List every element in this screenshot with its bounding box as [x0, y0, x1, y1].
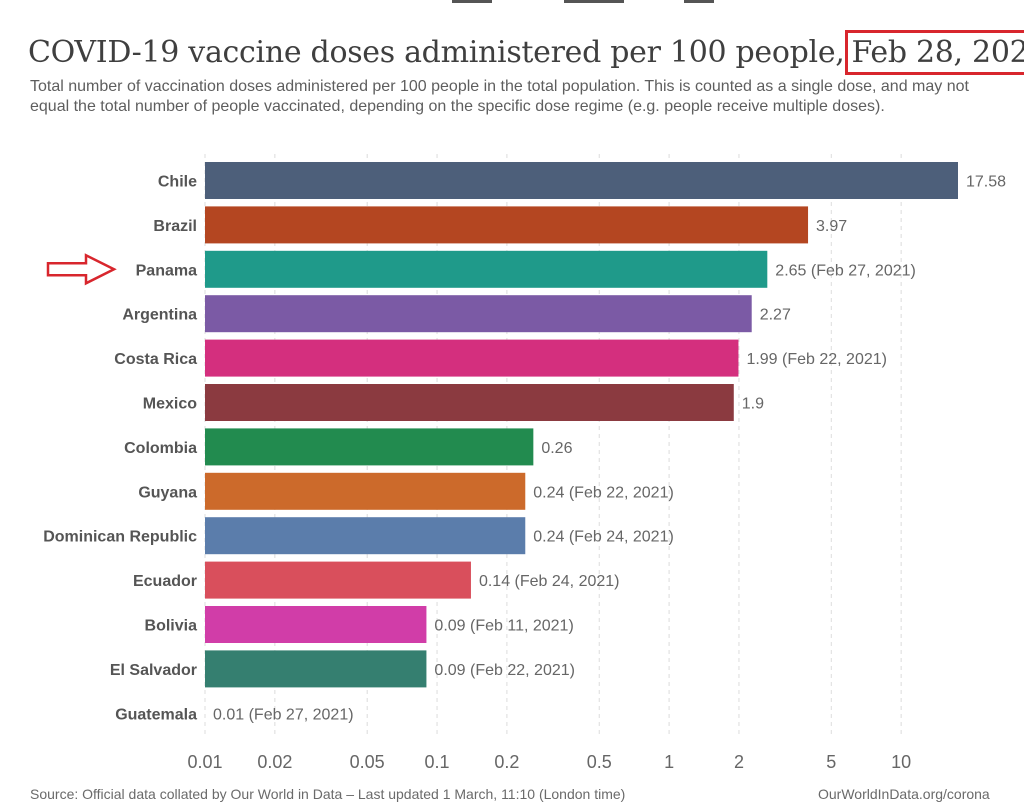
bar-dominican-republic	[205, 517, 526, 555]
category-label: Panama	[136, 262, 197, 279]
bar-chart: Chile 17.58 Brazil 3.97 Panama 2.65 (Feb 27, …	[43, 154, 1006, 772]
x-tick-label: 0.1	[425, 752, 450, 772]
x-tick-label: 5	[826, 752, 836, 772]
bar-el-salvador	[205, 650, 427, 688]
value-label: 1.99 (Feb 22, 2021)	[746, 351, 887, 368]
value-label: 0.24 (Feb 24, 2021)	[533, 529, 674, 546]
category-label: Costa Rica	[114, 351, 197, 368]
bar-colombia	[205, 428, 534, 466]
category-label: Bolivia	[145, 618, 198, 635]
category-label: Mexico	[143, 396, 197, 413]
x-tick-label: 0.05	[350, 752, 385, 772]
bar-brazil	[205, 206, 809, 244]
category-label: Brazil	[153, 218, 197, 235]
x-tick-label: 0.5	[587, 752, 612, 772]
value-label: 0.14 (Feb 24, 2021)	[479, 573, 620, 590]
cropped-header-remnant	[452, 0, 714, 3]
category-label: El Salvador	[110, 662, 197, 679]
bar-bolivia	[205, 606, 427, 643]
bar-costa-rica	[205, 339, 739, 377]
x-tick-label: 1	[664, 752, 674, 772]
source-note: Source: Official data collated by Our Wo…	[30, 786, 626, 802]
x-tick-label: 10	[891, 752, 911, 772]
value-label: 0.24 (Feb 22, 2021)	[533, 484, 674, 501]
value-label: 17.58	[966, 174, 1006, 191]
chart-title-date-highlight: Feb 28, 2021	[844, 30, 1024, 75]
site-credit: OurWorldInData.org/corona	[818, 786, 990, 802]
chart-title-main: COVID-19 vaccine doses administered per …	[28, 35, 845, 70]
bar-mexico	[205, 384, 734, 421]
value-label: 2.65 (Feb 27, 2021)	[775, 262, 916, 279]
x-tick-label: 0.02	[257, 752, 292, 772]
value-label: 0.09 (Feb 22, 2021)	[434, 662, 575, 679]
category-label: Argentina	[122, 307, 197, 324]
x-tick-label: 0.2	[494, 752, 519, 772]
value-label: 0.01 (Feb 27, 2021)	[213, 706, 354, 723]
bar-ecuador	[205, 561, 471, 599]
category-label: Guyana	[138, 484, 197, 501]
bar-chile	[205, 162, 958, 199]
x-tick-label: 2	[734, 752, 744, 772]
chart-title: COVID-19 vaccine doses administered per …	[28, 30, 1024, 75]
value-label: 2.27	[760, 307, 791, 324]
category-label: Ecuador	[133, 573, 197, 590]
value-label: 3.97	[816, 218, 847, 235]
category-label: Dominican Republic	[43, 529, 197, 546]
x-tick-label: 0.01	[187, 752, 222, 772]
value-label: 0.26	[541, 440, 572, 457]
highlight-arrow-icon	[46, 253, 117, 286]
chart-subtitle: Total number of vaccination doses admini…	[30, 78, 969, 115]
category-label: Guatemala	[115, 706, 197, 723]
bar-argentina	[205, 295, 752, 333]
value-label: 0.09 (Feb 11, 2021)	[434, 618, 573, 635]
category-label: Chile	[158, 174, 197, 191]
category-label: Colombia	[124, 440, 197, 457]
bar-panama	[205, 250, 768, 288]
value-label: 1.9	[742, 396, 764, 413]
bar-guyana	[205, 472, 526, 510]
